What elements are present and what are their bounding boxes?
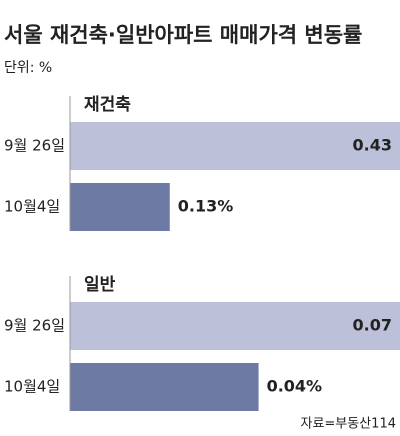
unit-note: 단위: % bbox=[4, 60, 52, 76]
y-tick-label: 10월4일 bbox=[4, 378, 60, 396]
chart-title: 서울 재건축·일반아파트 매매가격 변동률 bbox=[4, 23, 362, 47]
bar bbox=[70, 183, 170, 231]
y-tick-label: 9월 26일 bbox=[4, 137, 65, 155]
value-label: 0.13% bbox=[178, 197, 234, 216]
bar bbox=[70, 122, 400, 170]
value-label: 0.07 bbox=[353, 316, 392, 335]
value-label: 0.43 bbox=[353, 136, 392, 155]
y-tick-label: 9월 26일 bbox=[4, 317, 65, 335]
value-label: 0.04% bbox=[267, 377, 323, 396]
panel-title: 일반 bbox=[84, 275, 116, 295]
source: 자료=부동산114 bbox=[300, 417, 396, 432]
bar bbox=[70, 363, 259, 411]
y-tick-label: 10월4일 bbox=[4, 198, 60, 216]
panel-title: 재건축 bbox=[84, 95, 131, 115]
bar bbox=[70, 302, 400, 350]
